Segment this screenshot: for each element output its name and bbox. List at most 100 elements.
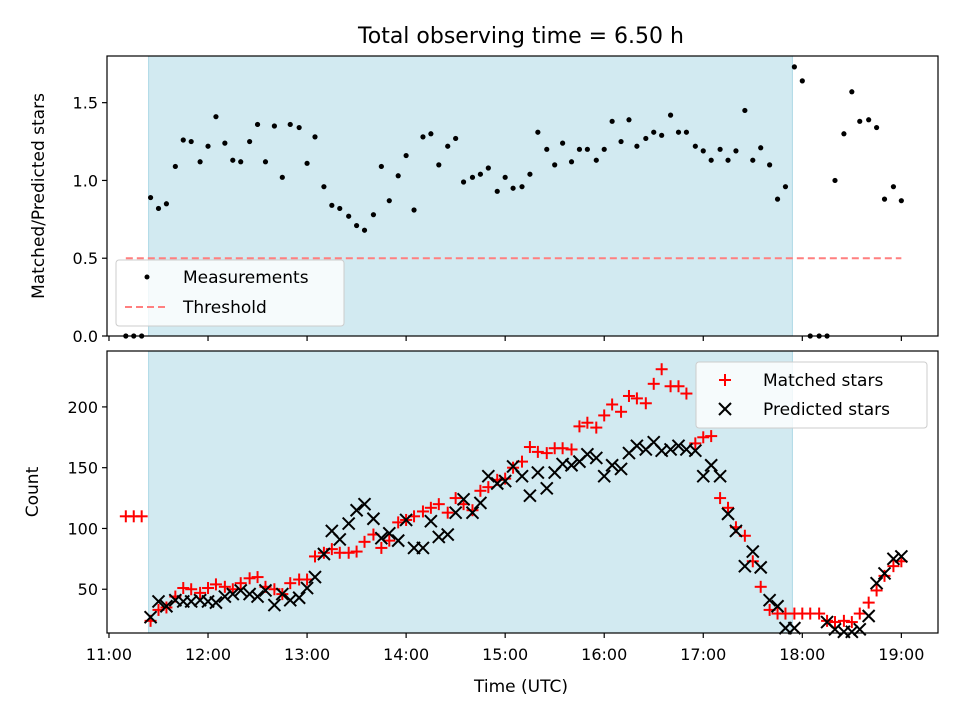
- predicted-star-point: [523, 488, 537, 503]
- measurement-point: [420, 134, 426, 140]
- predicted-star-point: [580, 447, 595, 462]
- measurement-point: [552, 162, 558, 168]
- count-panel: 50 100 150 200 11:00 12:00 13:00 14:00 15:00 16:…: [23, 350, 939, 697]
- predicted-star-point: [630, 439, 644, 453]
- predicted-star-point: [770, 599, 785, 613]
- measurement-point: [626, 117, 632, 123]
- matched-star-point: [705, 430, 718, 443]
- predicted-star-point: [605, 458, 619, 472]
- measurement-point: [634, 143, 640, 149]
- predicted-star-point: [877, 566, 892, 581]
- measurement-point: [271, 123, 277, 129]
- matched-star-point: [185, 583, 198, 596]
- predicted-star-point: [738, 559, 752, 573]
- measurement-point: [849, 89, 855, 95]
- matched-star-point: [416, 505, 429, 518]
- measurement-point: [643, 135, 649, 142]
- matched-star-point: [531, 445, 544, 458]
- predicted-star-point: [382, 526, 396, 541]
- threshold-legend-label: Threshold: [182, 298, 267, 318]
- predicted-star-point: [531, 465, 545, 480]
- measurement-point: [460, 179, 467, 185]
- measurement-point: [254, 121, 261, 128]
- matched-star-point: [342, 546, 355, 559]
- matched-star-point: [630, 392, 643, 405]
- predicted-star-point: [481, 469, 496, 483]
- x-axis-label: Time (UTC): [473, 677, 568, 697]
- measurement-point: [403, 152, 409, 159]
- predicted-star-point: [283, 593, 297, 607]
- predicted-star-point: [333, 532, 347, 547]
- matched-star-point: [392, 516, 405, 529]
- predicted-star-point: [540, 481, 554, 496]
- predicted-star-point: [589, 451, 603, 465]
- matched-star-point: [590, 421, 603, 434]
- measurement-point: [485, 165, 491, 171]
- measurement-point: [213, 114, 219, 120]
- matched-star-point: [177, 582, 190, 595]
- predicted-star-point: [317, 547, 331, 561]
- predicted-star-point: [159, 599, 174, 613]
- predicted-star-point: [614, 462, 628, 476]
- measurement-point: [898, 198, 904, 204]
- measurement-point: [279, 174, 285, 180]
- measurement-point: [593, 157, 599, 163]
- measurement-point: [841, 131, 847, 137]
- predicted-star-point: [456, 492, 471, 507]
- predicted-star-point: [242, 587, 257, 601]
- predicted-star-point: [721, 507, 735, 521]
- measurement-point: [618, 138, 624, 145]
- predicted-star-point: [424, 514, 438, 528]
- matched-star-point: [432, 498, 445, 511]
- matched-star-point: [194, 586, 207, 599]
- predicted-star-point: [416, 541, 430, 555]
- measurement-point: [675, 129, 682, 135]
- ratio-y-tick-label: 1.0: [73, 171, 98, 190]
- predicted-star-point: [292, 591, 306, 605]
- matched-star-point: [301, 573, 314, 586]
- matched-star-point: [697, 431, 710, 444]
- matched-star-point: [581, 416, 594, 429]
- matched-star-point: [202, 582, 215, 595]
- predicted-star-point: [886, 552, 901, 566]
- measurement-point: [519, 184, 525, 190]
- matched-legend-label: Matched stars: [763, 371, 883, 391]
- matched-star-point: [565, 443, 578, 456]
- measurement-point: [262, 159, 269, 165]
- measurement-point: [799, 78, 805, 84]
- predicted-star-point: [349, 503, 364, 517]
- measurement-point: [750, 157, 756, 163]
- predicted-star-point: [399, 513, 413, 527]
- predicted-star-point: [151, 594, 166, 609]
- measurement-point: [774, 196, 781, 202]
- predicted-star-point: [671, 439, 686, 453]
- measurement-point: [361, 227, 368, 233]
- matched-star-point: [647, 377, 660, 390]
- predicted-star-point: [688, 443, 703, 458]
- predicted-star-point: [374, 531, 389, 545]
- matched-star-point: [218, 580, 231, 593]
- measurement-point: [469, 174, 476, 180]
- measurement-point: [477, 171, 484, 177]
- matched-star-point: [209, 578, 222, 591]
- ratio-y-tick-label: 0.0: [73, 327, 98, 346]
- matched-star-point: [466, 504, 479, 517]
- predicted-star-point: [490, 476, 504, 491]
- count-y-axis-label: Count: [23, 466, 43, 517]
- count-y-tick-label: 200: [67, 398, 98, 417]
- measurement-point: [742, 107, 748, 114]
- measurement-point: [502, 174, 508, 180]
- measurement-point: [428, 131, 434, 137]
- measurement-point: [857, 118, 863, 124]
- x-tick-label: 12:00: [185, 645, 231, 664]
- predicted-star-point: [432, 530, 446, 544]
- predicted-star-point: [341, 516, 356, 531]
- matched-star-point: [598, 409, 611, 422]
- measurement-point: [700, 148, 706, 154]
- measurement-point: [560, 140, 566, 146]
- predicted-star-point: [275, 587, 290, 601]
- predicted-star-point: [845, 625, 859, 639]
- measurement-point: [881, 196, 888, 202]
- measurement-point: [544, 146, 550, 152]
- predicted-star-point: [209, 595, 223, 610]
